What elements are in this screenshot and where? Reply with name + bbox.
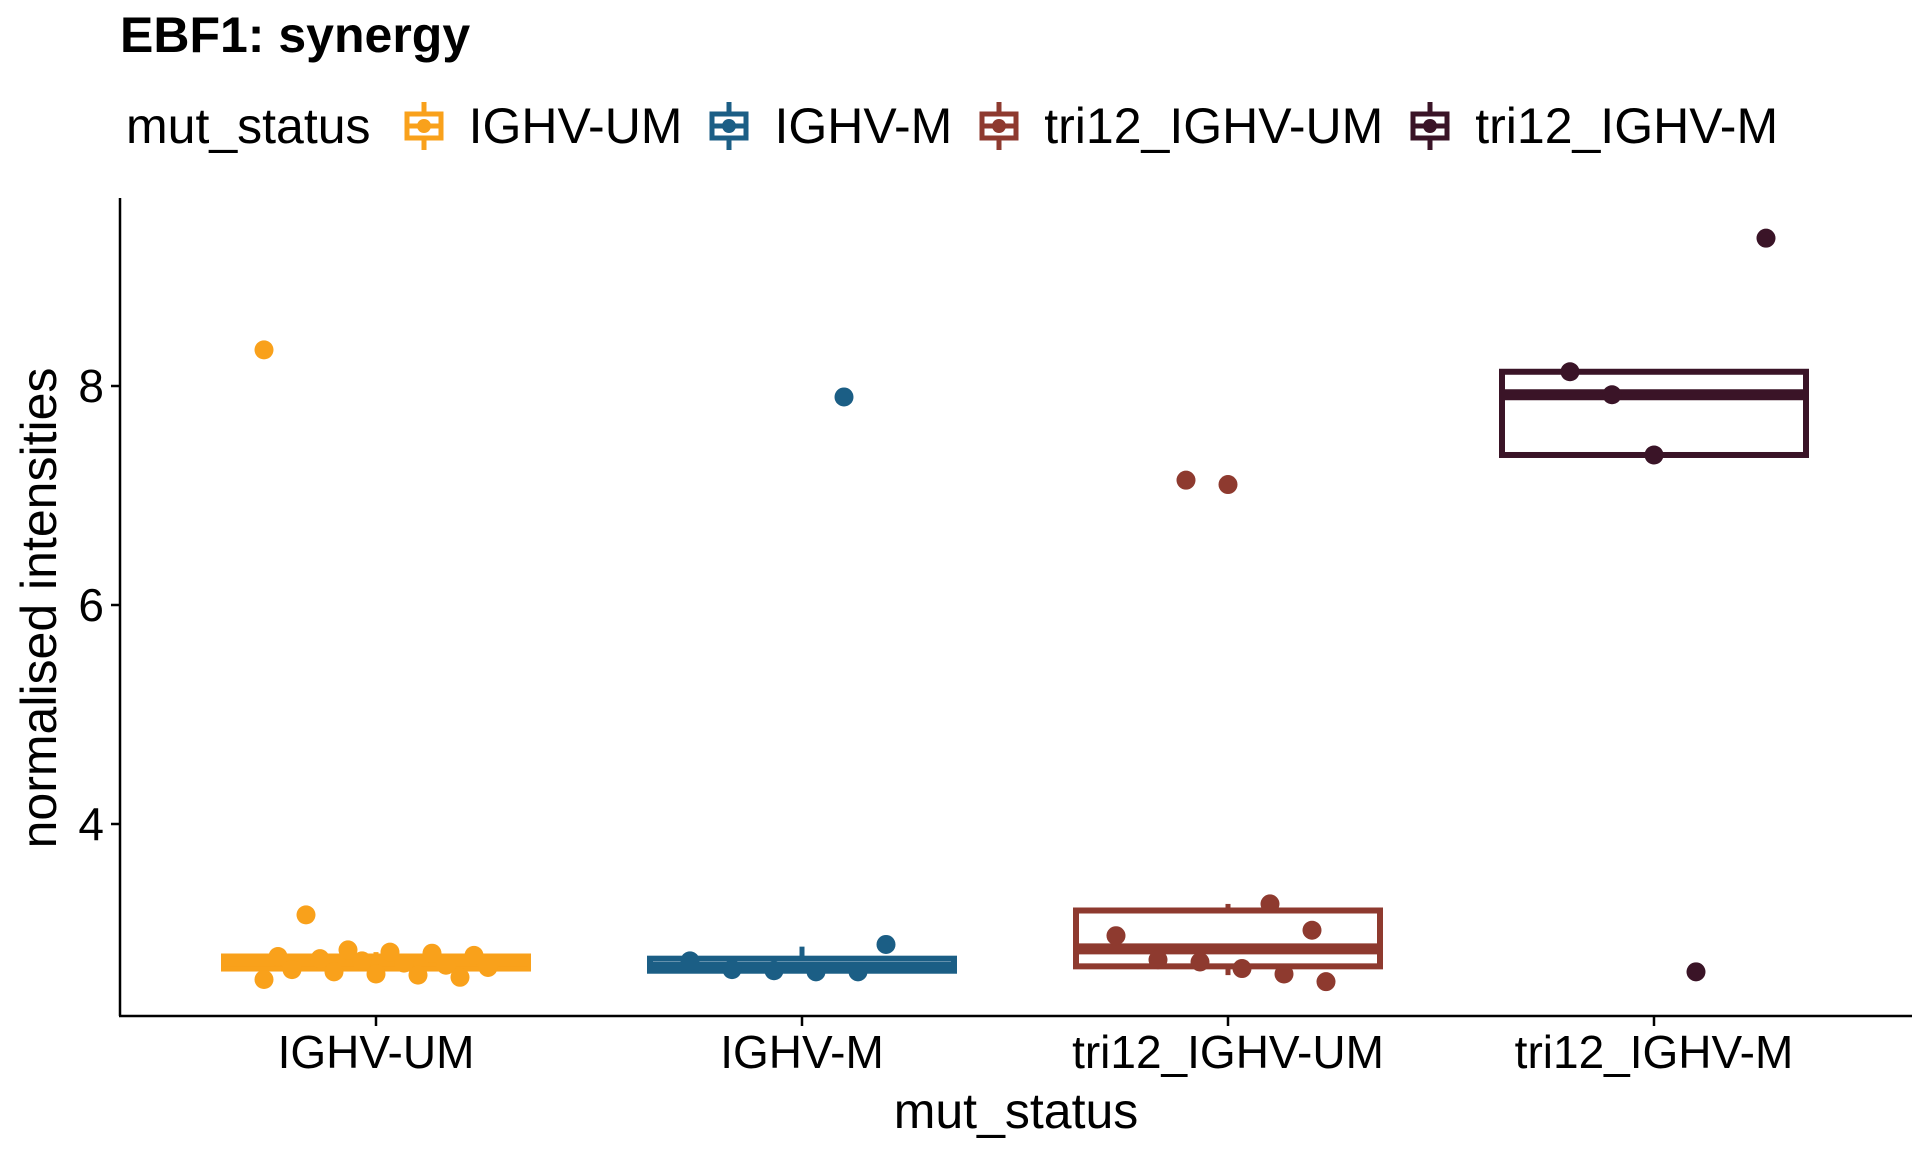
- x-axis-ticks: IGHV-UM IGHV-M tri12_IGHV-UM tri12_IGHV-M: [278, 1016, 1794, 1078]
- data-point: [1176, 470, 1196, 490]
- data-point: [1602, 385, 1622, 405]
- legend-key: [709, 102, 749, 150]
- x-tick-label: tri12_IGHV-UM: [1072, 1026, 1384, 1078]
- data-point: [1218, 475, 1238, 495]
- data-point: [1232, 959, 1252, 979]
- data-point: [848, 962, 868, 982]
- data-point: [1260, 894, 1280, 914]
- legend-title: mut_status: [126, 98, 371, 154]
- data-point: [1148, 950, 1168, 970]
- data-point: [310, 949, 330, 969]
- x-tick-label: IGHV-M: [720, 1026, 884, 1078]
- y-tick-label: 4: [78, 798, 104, 850]
- data-point: [680, 951, 700, 971]
- legend: mut_status IGHV-UM IGHV-M tri12_IGHV-UM tri…: [126, 96, 1802, 156]
- data-point: [352, 951, 372, 971]
- data-point: [254, 969, 274, 989]
- data-point: [1644, 445, 1664, 465]
- data-point: [722, 960, 742, 980]
- data-point: [296, 905, 316, 925]
- x-tick-label: tri12_IGHV-M: [1515, 1026, 1794, 1078]
- legend-item: IGHV-UM: [401, 96, 683, 156]
- data-point: [254, 340, 274, 360]
- chart-title: EBF1: synergy: [120, 7, 471, 63]
- data-point: [1756, 228, 1776, 248]
- legend-key: [404, 102, 444, 150]
- data-point: [834, 387, 854, 407]
- data-point: [1316, 972, 1336, 992]
- data-point: [282, 960, 302, 980]
- legend-key: [1410, 102, 1450, 150]
- boxplot-IGHV-M: [647, 946, 957, 974]
- boxplot-tri12_IGHV-M: [1499, 368, 1809, 458]
- data-point: [366, 964, 386, 984]
- legend-label: tri12_IGHV-UM: [1044, 98, 1384, 154]
- data-point: [1302, 920, 1322, 940]
- legend-key: [979, 102, 1019, 150]
- legend-label: IGHV-UM: [468, 98, 683, 154]
- y-tick-label: 8: [78, 360, 104, 412]
- legend-label: tri12_IGHV-M: [1475, 98, 1779, 154]
- data-point: [806, 962, 826, 982]
- data-point: [422, 943, 442, 963]
- data-point: [450, 967, 470, 987]
- data-point: [324, 962, 344, 982]
- y-axis-ticks: 4 6 8: [78, 360, 120, 850]
- y-axis-title: normalised intensities: [11, 368, 67, 849]
- data-point: [478, 957, 498, 977]
- box-iqr: [1499, 368, 1809, 458]
- x-tick-label: IGHV-UM: [278, 1026, 475, 1078]
- data-points: [254, 228, 1776, 992]
- legend-label: IGHV-M: [774, 98, 953, 154]
- data-point: [394, 953, 414, 973]
- y-tick-label: 6: [78, 579, 104, 631]
- data-point: [338, 940, 358, 960]
- data-point: [764, 961, 784, 981]
- data-point: [1560, 362, 1580, 382]
- data-point: [876, 934, 896, 954]
- box-iqr: [1073, 907, 1383, 970]
- legend-item: IGHV-M: [706, 96, 952, 156]
- data-point: [1190, 952, 1210, 972]
- data-point: [1274, 964, 1294, 984]
- data-point: [268, 946, 288, 966]
- data-point: [408, 965, 428, 985]
- legend-item: tri12_IGHV-M: [1407, 96, 1778, 156]
- data-point: [464, 945, 484, 965]
- data-point: [1686, 962, 1706, 982]
- data-point: [1106, 926, 1126, 946]
- x-axis-title: mut_status: [894, 1083, 1139, 1139]
- legend-item: tri12_IGHV-UM: [976, 96, 1383, 156]
- boxplots: [221, 368, 1809, 980]
- data-point: [380, 942, 400, 962]
- data-point: [436, 955, 456, 975]
- boxplot-tri12_IGHV-UM: [1073, 903, 1383, 976]
